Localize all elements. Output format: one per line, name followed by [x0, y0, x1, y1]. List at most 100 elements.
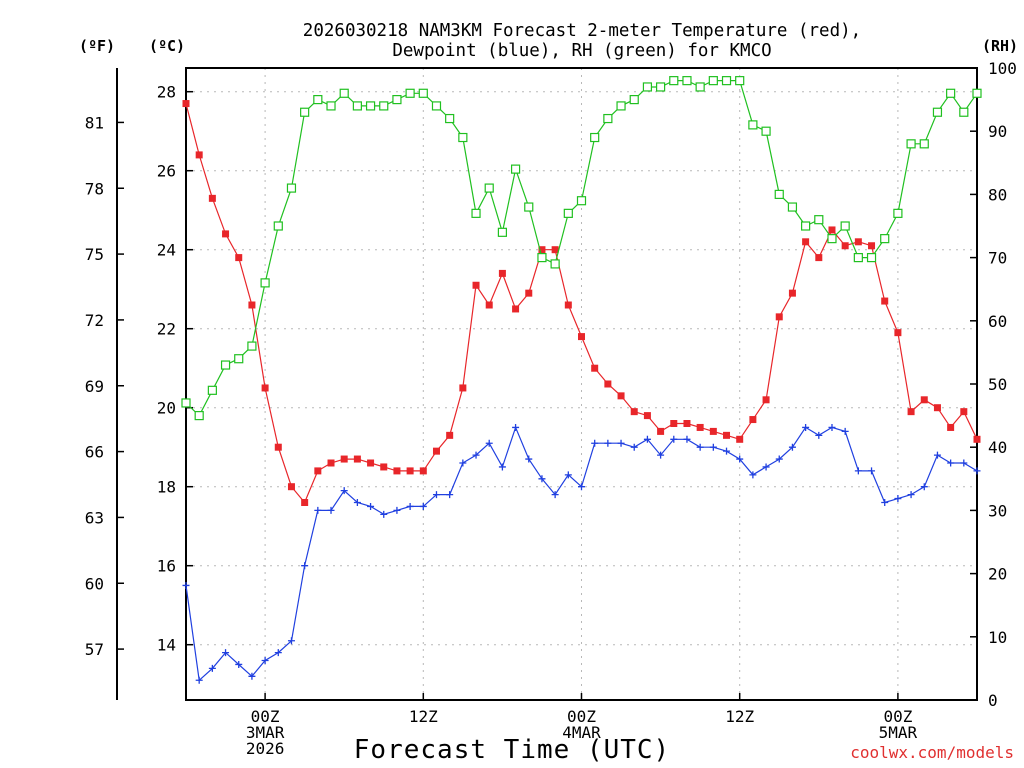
- rh-point: [642, 82, 653, 92]
- dewpoint-point: [947, 459, 955, 467]
- rh-point: [207, 385, 217, 395]
- fahrenheit-unit-label: (ºF): [79, 37, 115, 55]
- temperature-point: [287, 483, 295, 491]
- dewpoint-point: [802, 423, 810, 431]
- temperature-point: [419, 467, 427, 475]
- dewpoint-point: [367, 502, 375, 510]
- temperature-point: [920, 396, 928, 404]
- rh-point: [682, 76, 692, 86]
- rh-point: [629, 94, 639, 105]
- rh-tick-label: 40: [988, 438, 1007, 457]
- dewpoint-point: [472, 451, 480, 459]
- series-layer: [181, 76, 982, 684]
- dewpoint-point: [287, 637, 295, 645]
- fahrenheit-tick-label: 75: [85, 245, 104, 264]
- celsius-tick-label: 26: [157, 162, 176, 181]
- celsius-unit-label: (ºC): [149, 37, 185, 55]
- dewpoint-point: [973, 467, 981, 475]
- dewpoint-point: [723, 447, 731, 455]
- rh-point: [721, 76, 732, 86]
- dewpoint-point: [788, 443, 796, 451]
- temperature-point: [841, 242, 849, 250]
- chart-title: 2026030218 NAM3KM Forecast 2-meter Tempe…: [303, 21, 861, 41]
- dewpoint-point: [314, 506, 322, 514]
- temperature-point: [604, 380, 612, 388]
- rh-point: [748, 120, 758, 130]
- axes: [116, 67, 978, 701]
- rh-point: [379, 101, 389, 111]
- dewpoint-point: [920, 483, 928, 491]
- temperature-point: [340, 455, 348, 463]
- time-tick-label: 4MAR: [562, 723, 601, 742]
- temperature-point: [762, 396, 770, 404]
- temperature-point: [868, 242, 876, 250]
- temperature-point: [696, 423, 704, 431]
- rh-unit-label: (RH): [982, 37, 1018, 55]
- rh-point: [365, 101, 376, 111]
- time-tick-label: 12Z: [409, 707, 438, 726]
- temperature-point: [432, 447, 440, 455]
- rh-point: [972, 88, 982, 98]
- rh-point: [471, 208, 481, 218]
- dewpoint-point: [327, 506, 335, 514]
- temperature-point: [485, 301, 493, 309]
- rh-point: [880, 234, 890, 244]
- rh-point: [300, 107, 310, 117]
- dewpoint-point: [643, 435, 651, 443]
- fahrenheit-tick-label: 60: [85, 574, 104, 593]
- temperature-point: [208, 194, 216, 202]
- rh-point: [273, 221, 283, 231]
- celsius-tick-label: 28: [157, 83, 176, 102]
- dewpoint-point: [446, 491, 454, 499]
- rh-point: [286, 183, 297, 193]
- temperature-point: [512, 305, 520, 313]
- temperature-point: [578, 333, 585, 341]
- dewpoint-point: [933, 451, 941, 459]
- dewpoint-point: [564, 471, 572, 479]
- fahrenheit-tick-label: 66: [85, 443, 104, 462]
- dewpoint-point: [881, 499, 889, 506]
- temperature-point: [327, 459, 335, 467]
- dewpoint-point: [907, 491, 915, 499]
- temperature-point: [854, 238, 862, 246]
- dewpoint-point: [393, 506, 401, 514]
- dewpoint-point: [670, 435, 678, 443]
- dewpoint-point: [696, 443, 704, 451]
- rh-point: [616, 101, 626, 111]
- rh-point: [484, 183, 494, 193]
- dewpoint-point: [406, 502, 414, 510]
- rh-point: [234, 354, 244, 364]
- rh-point: [576, 196, 587, 206]
- fahrenheit-tick-label: 69: [85, 377, 104, 396]
- temperature-point: [274, 443, 282, 451]
- celsius-tick-label: 24: [157, 241, 176, 260]
- temperature-point: [353, 455, 361, 463]
- rh-point: [431, 101, 442, 111]
- rh-point: [418, 88, 428, 98]
- temperature-point: [261, 384, 269, 392]
- dewpoint-point: [235, 660, 243, 668]
- temperature-point: [446, 431, 454, 439]
- temperature-point: [643, 412, 651, 420]
- temperature-point: [222, 230, 230, 238]
- rh-tick-label: 0: [988, 691, 998, 710]
- dewpoint-point: [261, 657, 269, 664]
- tick-labels: 57 60 63 66 69 72 75 78 81 14 16 18 20 22 24 26 28 0 10 20 3…: [85, 59, 1017, 758]
- rh-point: [194, 411, 204, 421]
- dewpoint-point: [815, 431, 823, 439]
- temperature-point: [670, 420, 678, 427]
- dewpoint-point: [749, 471, 757, 479]
- rh-tick-label: 30: [988, 501, 1007, 520]
- temperature-point: [630, 408, 638, 416]
- credit-text: coolwx.com/models: [850, 743, 1014, 762]
- rh-point: [392, 94, 402, 105]
- dewpoint-point: [182, 581, 190, 589]
- rh-tick-label: 20: [988, 565, 1007, 584]
- celsius-tick-label: 18: [157, 478, 176, 497]
- rh-point: [445, 113, 455, 124]
- temperature-point: [828, 226, 836, 234]
- dewpoint-point: [432, 491, 440, 499]
- dewpoint-point: [854, 467, 862, 475]
- temperature-point: [709, 427, 717, 435]
